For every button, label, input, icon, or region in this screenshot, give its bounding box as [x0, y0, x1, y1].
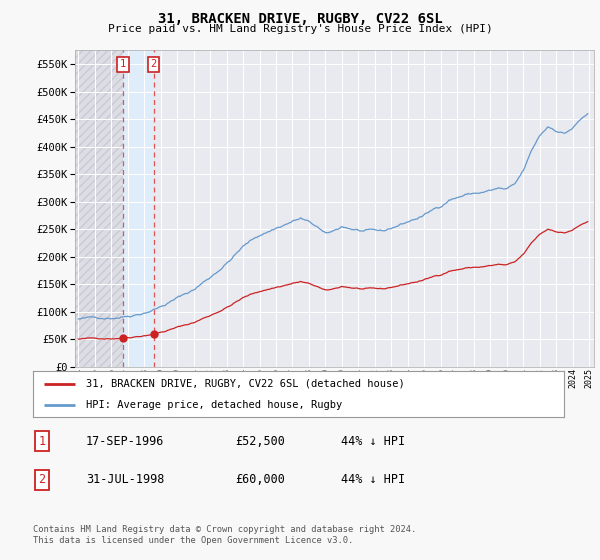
Text: £52,500: £52,500	[235, 435, 284, 448]
Text: 44% ↓ HPI: 44% ↓ HPI	[341, 473, 405, 487]
Bar	[123, 50, 154, 367]
Text: 31, BRACKEN DRIVE, RUGBY, CV22 6SL (detached house): 31, BRACKEN DRIVE, RUGBY, CV22 6SL (deta…	[86, 379, 405, 389]
Text: HPI: Average price, detached house, Rugby: HPI: Average price, detached house, Rugb…	[86, 400, 343, 410]
Text: 2: 2	[38, 473, 46, 487]
Text: 2: 2	[151, 59, 157, 69]
Text: 44% ↓ HPI: 44% ↓ HPI	[341, 435, 405, 448]
Bar	[75, 50, 123, 367]
Text: Price paid vs. HM Land Registry's House Price Index (HPI): Price paid vs. HM Land Registry's House …	[107, 24, 493, 34]
Text: £60,000: £60,000	[235, 473, 284, 487]
Text: 1: 1	[120, 59, 126, 69]
Text: 31, BRACKEN DRIVE, RUGBY, CV22 6SL: 31, BRACKEN DRIVE, RUGBY, CV22 6SL	[158, 12, 442, 26]
Text: 17-SEP-1996: 17-SEP-1996	[86, 435, 164, 448]
Text: Contains HM Land Registry data © Crown copyright and database right 2024.
This d: Contains HM Land Registry data © Crown c…	[33, 525, 416, 545]
Text: 31-JUL-1998: 31-JUL-1998	[86, 473, 164, 487]
Text: 1: 1	[38, 435, 46, 448]
